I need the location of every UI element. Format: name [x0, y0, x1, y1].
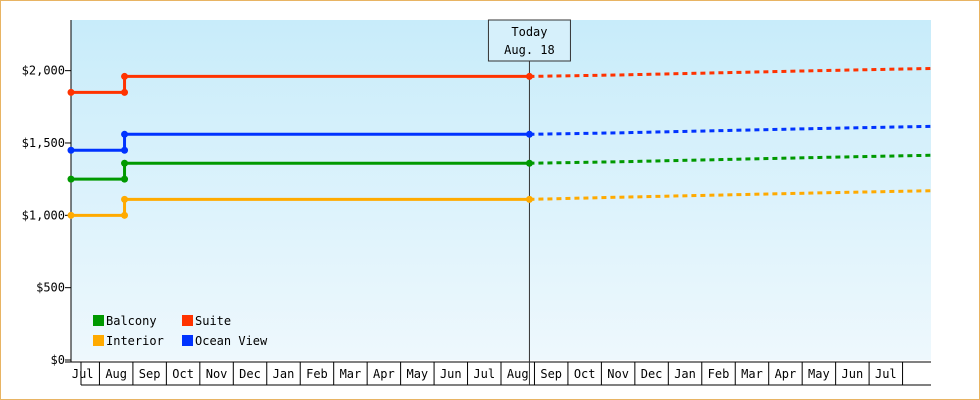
x-tick-label: May — [808, 367, 830, 381]
series-line-interior — [71, 197, 530, 217]
x-tick-label: Jul — [473, 367, 495, 381]
today-marker: Today Aug. 18 — [487, 19, 571, 385]
legend-swatch-suite — [182, 315, 193, 326]
legend-swatch-balcony — [93, 315, 104, 326]
series-forecast-ocean-view — [529, 124, 932, 136]
x-tick-label: Oct — [574, 367, 596, 381]
x-tick-label: Jan — [674, 367, 696, 381]
series-forecast-balcony — [529, 153, 932, 165]
x-tick-label: Dec — [641, 367, 663, 381]
series-forecast-suite — [529, 66, 932, 78]
data-point — [121, 72, 129, 80]
legend-label-interior: Interior — [106, 334, 164, 348]
y-tick-label: $500 — [36, 281, 65, 295]
data-point — [121, 159, 129, 167]
x-tick-label: Oct — [172, 367, 194, 381]
x-tick-label: Jun — [440, 367, 462, 381]
series-ocean-view — [67, 124, 932, 154]
series-layer — [67, 66, 932, 219]
today-box — [487, 19, 571, 62]
data-point — [67, 146, 75, 154]
series-balcony — [67, 153, 932, 183]
x-tick-label: Aug — [105, 367, 127, 381]
series-line-balcony — [71, 161, 530, 181]
x-tick-label: May — [406, 367, 428, 381]
data-point — [525, 195, 533, 203]
y-tick-label: $1,500 — [22, 136, 65, 150]
y-axis: $0 $500 $1,000 $1,500 $2,000 — [22, 20, 72, 367]
data-point — [121, 88, 129, 96]
x-tick-label: Mar — [340, 367, 362, 381]
x-tick-label: Jul — [875, 367, 897, 381]
data-point — [121, 130, 129, 138]
data-point — [67, 211, 75, 219]
series-line-ocean-view — [71, 132, 530, 152]
series-suite — [67, 66, 932, 96]
data-point — [121, 211, 129, 219]
series-line-suite — [71, 74, 530, 94]
x-tick-label: Jan — [273, 367, 295, 381]
x-tick-label: Aug — [507, 367, 529, 381]
today-label: Today — [511, 25, 547, 39]
today-date-label: Aug. 18 — [504, 43, 555, 57]
data-point — [525, 130, 533, 138]
x-tick-label: Feb — [708, 367, 730, 381]
legend: Balcony Suite Interior Ocean View — [93, 314, 268, 348]
y-tick-label: $1,000 — [22, 208, 65, 222]
y-tick-label: $2,000 — [22, 64, 65, 78]
data-point — [525, 159, 533, 167]
y-tick-label: $0 — [51, 353, 65, 367]
series-forecast-interior — [529, 189, 932, 201]
x-tick-label: Jul — [72, 367, 94, 381]
x-tick-label: Sep — [139, 367, 161, 381]
legend-label-balcony: Balcony — [106, 314, 157, 328]
data-point — [67, 175, 75, 183]
data-point — [525, 72, 533, 80]
data-point — [121, 195, 129, 203]
series-interior — [67, 189, 932, 219]
x-tick-label: Jun — [842, 367, 864, 381]
x-tick-label: Feb — [306, 367, 328, 381]
x-axis: Jul Aug Sep Oct Nov Dec Jan Feb Mar Apr May Jun Jul A… — [65, 361, 931, 386]
legend-label-suite: Suite — [195, 314, 231, 328]
x-tick-label: Apr — [373, 367, 395, 381]
data-point — [67, 88, 75, 96]
x-tick-label: Sep — [540, 367, 562, 381]
x-tick-label: Apr — [775, 367, 797, 381]
x-tick-label: Nov — [206, 367, 228, 381]
legend-swatch-ocean-view — [182, 335, 193, 346]
x-tick-label: Dec — [239, 367, 261, 381]
x-tick-label: Nov — [607, 367, 629, 381]
x-tick-label: Mar — [741, 367, 763, 381]
data-point — [121, 146, 129, 154]
legend-label-ocean-view: Ocean View — [195, 334, 268, 348]
data-point — [121, 175, 129, 183]
legend-swatch-interior — [93, 335, 104, 346]
